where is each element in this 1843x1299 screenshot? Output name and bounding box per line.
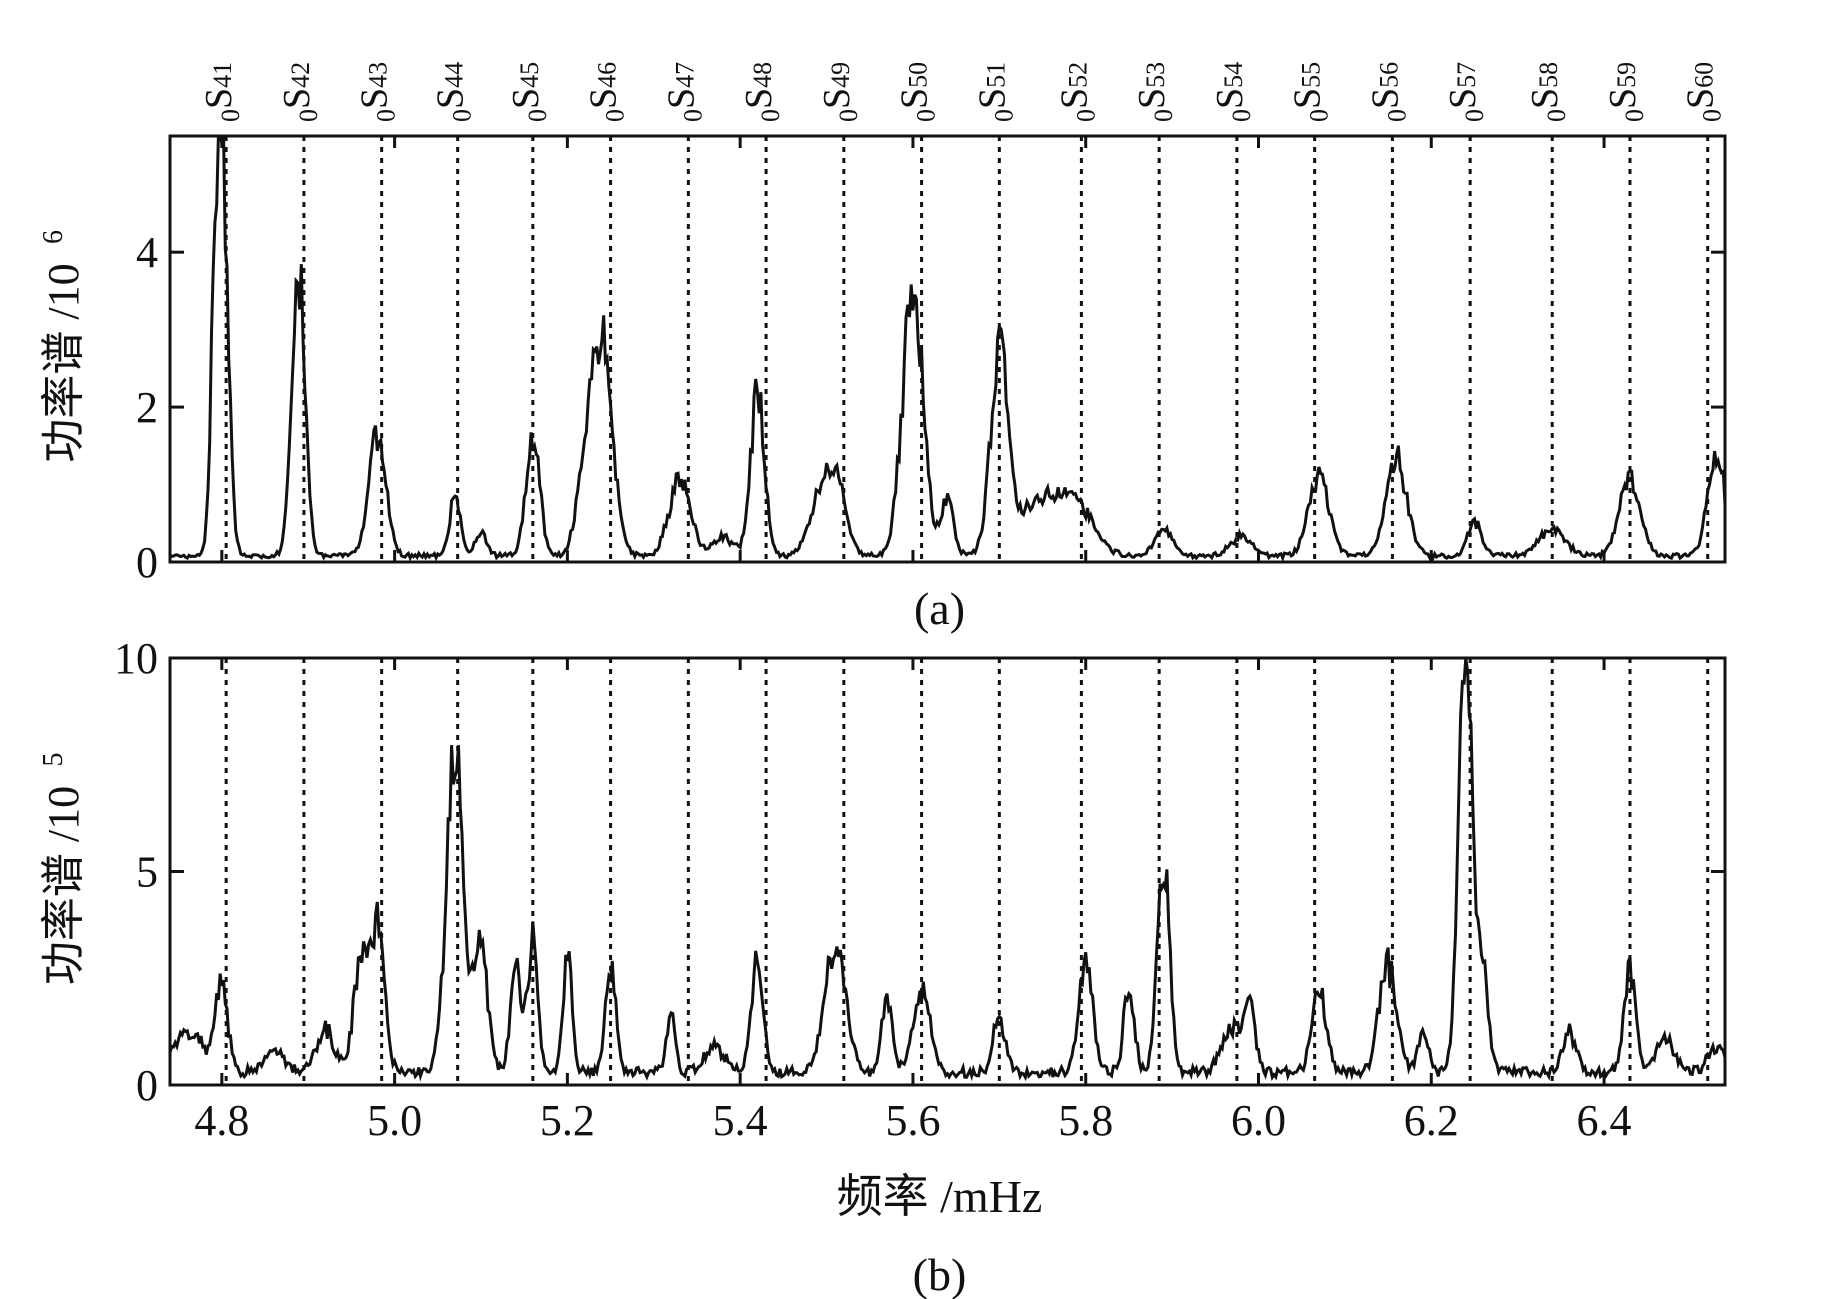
mode-label-49: 0S49 — [816, 62, 863, 122]
mode-label-58: 0S58 — [1524, 62, 1571, 122]
y-tick-label: 10 — [114, 634, 158, 683]
x-tick-label: 5.0 — [367, 1096, 422, 1145]
mode-label-42: 0S42 — [276, 62, 323, 122]
panel-a-ylabel-text: 功率谱 /10 — [39, 263, 88, 462]
mode-label-50: 0S50 — [894, 62, 941, 122]
panel-a: 0 2 4 功率谱 /10 6 (a) — [38, 134, 1727, 634]
x-tick-label: 5.8 — [1058, 1096, 1113, 1145]
mode-label-54: 0S54 — [1209, 62, 1256, 122]
panel-a-ylabel-exponent: 6 — [38, 230, 69, 244]
y-tick-label: 2 — [136, 383, 158, 432]
mode-label-text: 0S41 — [198, 62, 245, 122]
panel-b-y-axis-label: 功率谱 /10 5 — [38, 753, 88, 986]
mode-label-text: 0S45 — [505, 62, 552, 122]
y-tick-label: 5 — [136, 848, 158, 897]
panel-a-y-ticks: 0 2 4 — [136, 136, 1725, 587]
mode-label-text: 0S54 — [1209, 62, 1256, 122]
mode-label-60: 0S60 — [1680, 62, 1727, 122]
panel-a-frame — [168, 134, 1727, 564]
mode-label-text: 0S48 — [738, 62, 785, 122]
panel-b: 0 5 10 4.8 5.0 5.2 5.4 5.6 5.8 6.0 6.2 6.4 功率谱 /10… — [38, 634, 1727, 1299]
mode-label-59: 0S59 — [1602, 62, 1649, 122]
x-tick-label: 5.4 — [713, 1096, 768, 1145]
panel-b-ylabel-text: 功率谱 /10 — [39, 786, 88, 985]
mode-label-text: 0S42 — [276, 62, 323, 122]
mode-label-45: 0S45 — [505, 62, 552, 122]
mode-label-text: 0S59 — [1602, 62, 1649, 122]
mode-label-56: 0S56 — [1364, 62, 1411, 122]
panel-b-ylabel-exponent: 5 — [38, 753, 69, 767]
mode-label-47: 0S47 — [660, 62, 707, 122]
mode-label-text: 0S47 — [660, 62, 707, 122]
panel-b-x-ticks: 4.8 5.0 5.2 5.4 5.6 5.8 6.0 6.2 6.4 — [194, 658, 1632, 1145]
mode-label-text: 0S50 — [894, 62, 941, 122]
mode-label-52: 0S52 — [1053, 62, 1100, 122]
mode-labels: 0S41 0S42 0S43 0S44 0S45 0S46 0S47 0S48 0S49 0S50… — [198, 62, 1727, 122]
mode-label-43: 0S43 — [354, 62, 401, 122]
mode-label-text: 0S46 — [583, 62, 630, 122]
mode-label-text: 0S58 — [1524, 62, 1571, 122]
mode-label-text: 0S49 — [816, 62, 863, 122]
panel-a-y-axis-label: 功率谱 /10 6 — [38, 230, 88, 463]
y-tick-label: 0 — [136, 538, 158, 587]
panel-b-y-ticks: 0 5 10 — [114, 634, 1725, 1110]
mode-label-57: 0S57 — [1442, 62, 1489, 122]
panel-b-spectrum-line — [168, 657, 1727, 1082]
mode-label-text: 0S60 — [1680, 62, 1727, 122]
mode-label-text: 0S51 — [971, 62, 1018, 122]
x-tick-label: 4.8 — [194, 1096, 249, 1145]
mode-label-text: 0S52 — [1053, 62, 1100, 122]
x-tick-label: 5.6 — [885, 1096, 940, 1145]
mode-label-41: 0S41 — [198, 62, 245, 122]
mode-label-text: 0S57 — [1442, 62, 1489, 122]
mode-label-text: 0S56 — [1364, 62, 1411, 122]
mode-label-text: 0S43 — [354, 62, 401, 122]
mode-label-text: 0S44 — [430, 62, 477, 122]
mode-label-text: 0S55 — [1287, 62, 1334, 122]
mode-label-53: 0S53 — [1131, 62, 1178, 122]
panel-a-mode-lines — [224, 136, 1710, 562]
panel-a-spectrum-line — [169, 134, 1727, 563]
panel-b-x-axis-label: 频率 /mHz — [837, 1171, 1043, 1222]
y-tick-label: 0 — [136, 1061, 158, 1110]
panel-b-mode-lines — [224, 658, 1710, 1085]
y-tick-label: 4 — [136, 228, 158, 277]
panel-b-frame — [168, 656, 1727, 1087]
mode-label-text: 0S53 — [1131, 62, 1178, 122]
x-tick-label: 6.0 — [1231, 1096, 1286, 1145]
x-tick-label: 6.2 — [1404, 1096, 1459, 1145]
panel-b-label: (b) — [913, 1249, 967, 1299]
mode-label-48: 0S48 — [738, 62, 785, 122]
mode-label-55: 0S55 — [1287, 62, 1334, 122]
x-tick-label: 5.2 — [540, 1096, 595, 1145]
panel-a-label: (a) — [914, 583, 965, 634]
x-tick-label: 6.4 — [1577, 1096, 1632, 1145]
mode-label-46: 0S46 — [583, 62, 630, 122]
mode-label-51: 0S51 — [971, 62, 1018, 122]
mode-label-44: 0S44 — [430, 62, 477, 122]
